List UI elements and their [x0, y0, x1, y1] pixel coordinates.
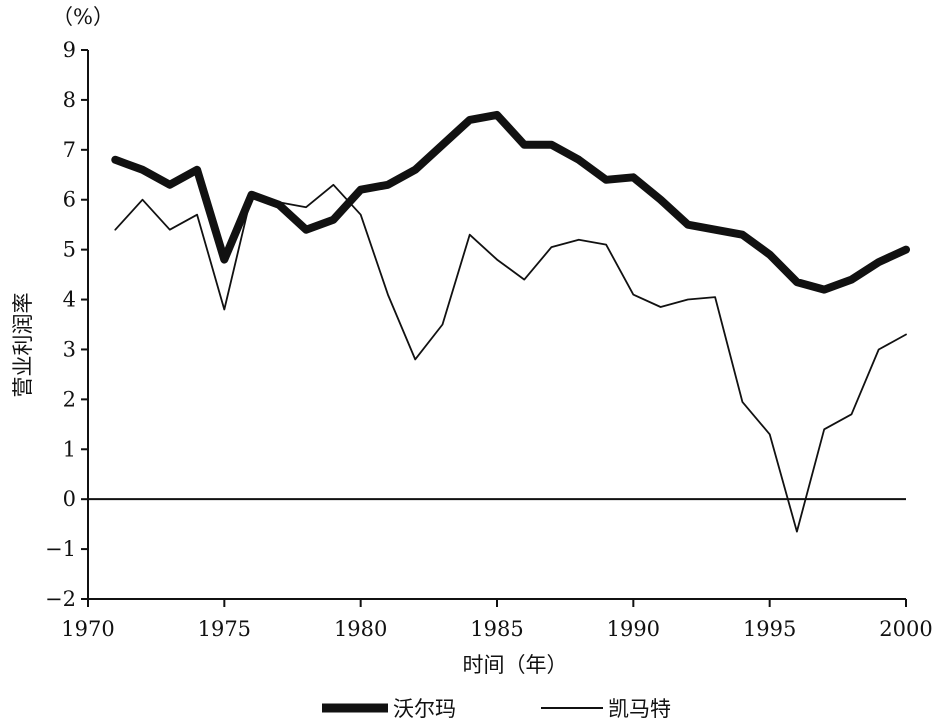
- x-tick-labels: 1970 1975 1980 1985 1990 1995 2000: [61, 617, 932, 641]
- y-axis-title: 营业利润率: [11, 293, 35, 398]
- y-tick-labels: 9 8 7 6 5 4 3 2 1 0 −1 −2: [45, 38, 76, 611]
- series-lines: [111, 110, 910, 533]
- x-tick-label: 2000: [879, 617, 932, 641]
- series-line-2: [114, 183, 907, 533]
- y-tick-label: −2: [45, 587, 76, 611]
- y-tick-label: 2: [63, 387, 76, 411]
- y-tick-label: 0: [63, 487, 76, 511]
- y-tick-label: 1: [63, 437, 76, 461]
- y-unit-label: （%）: [52, 5, 114, 29]
- axes: [81, 49, 907, 607]
- x-axis-title: 时间（年）: [463, 653, 568, 677]
- y-tick-label: 9: [63, 38, 76, 62]
- x-tick-label: 1980: [334, 617, 387, 641]
- x-tick-label: 1985: [470, 617, 523, 641]
- legend-label-series-2: 凯马特: [608, 697, 671, 721]
- y-tick-label: 3: [63, 337, 76, 361]
- y-tick-label: 6: [63, 188, 76, 212]
- y-tick-label: −1: [45, 537, 76, 561]
- x-tick-label: 1975: [198, 617, 251, 641]
- y-tick-label: 8: [63, 88, 76, 112]
- legend: 沃尔玛 凯马特: [322, 697, 671, 721]
- x-tick-label: 1970: [61, 617, 114, 641]
- y-tick-label: 7: [63, 138, 76, 162]
- x-tick-label: 1995: [743, 617, 796, 641]
- series-line-1: [111, 110, 910, 294]
- y-tick-label: 5: [63, 238, 76, 262]
- legend-label-series-1: 沃尔玛: [393, 697, 456, 721]
- x-tick-label: 1990: [607, 617, 660, 641]
- y-tick-label: 4: [63, 288, 76, 312]
